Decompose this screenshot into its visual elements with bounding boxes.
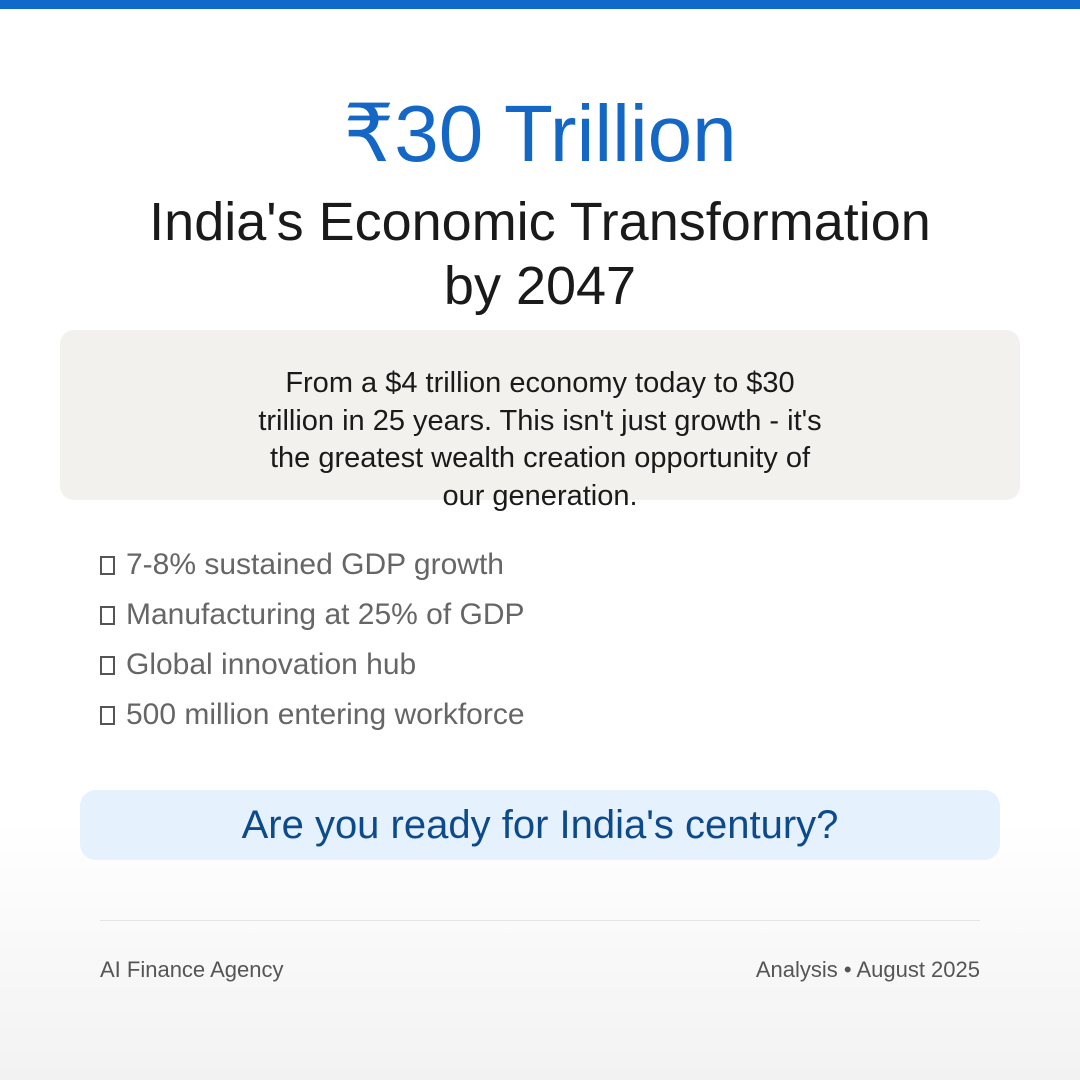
- intro-box: [60, 330, 1020, 500]
- list-item: 7-8% sustained GDP growth: [100, 540, 525, 590]
- headline: ₹30 Trillion: [343, 89, 737, 178]
- list-item: 500 million entering workforce: [100, 690, 525, 740]
- box-icon: [100, 555, 115, 575]
- cta-box: Are you ready for India's century?: [80, 790, 1000, 860]
- footer-brand: AI Finance Agency: [100, 957, 284, 982]
- list-item-text: Manufacturing at 25% of GDP: [126, 598, 525, 631]
- list-item-text: 7-8% sustained GDP growth: [126, 548, 504, 581]
- footer-divider: [100, 920, 980, 921]
- box-icon: [100, 655, 115, 675]
- list-item-text: Global innovation hub: [126, 648, 417, 681]
- footer-meta: Analysis • August 2025: [755, 957, 980, 982]
- top-accent-bar: [0, 0, 1080, 9]
- list-item: Manufacturing at 25% of GDP: [100, 590, 525, 640]
- list-item-text: 500 million entering workforce: [126, 698, 525, 731]
- intro-text: From a $4 trillion economy today to $30 …: [258, 367, 822, 512]
- box-icon: [100, 605, 115, 625]
- highlights-list: 7-8% sustained GDP growth Manufacturing …: [100, 540, 525, 740]
- box-icon: [100, 705, 115, 725]
- subheadline: India's Economic Transformation by 2047: [149, 192, 931, 316]
- cta-text: Are you ready for India's century?: [241, 802, 839, 847]
- list-item: Global innovation hub: [100, 640, 525, 690]
